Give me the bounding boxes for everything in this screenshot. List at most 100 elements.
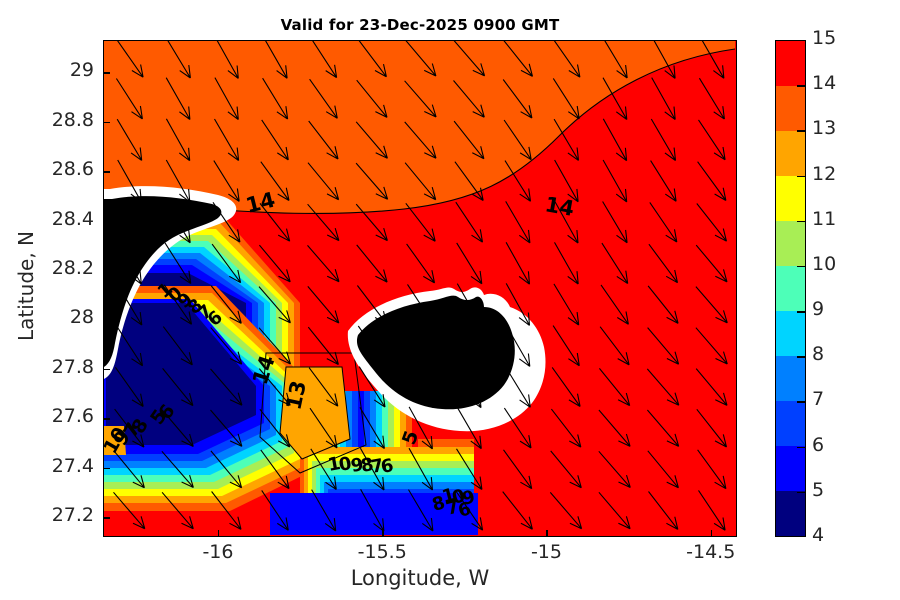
wave-direction-arrow [602, 159, 628, 203]
y-tick-label: 27.2 [51, 504, 94, 527]
colorbar-tick-label: 15 [812, 27, 837, 49]
wave-direction-arrow [161, 450, 194, 488]
colorbar-band-11-12 [776, 176, 805, 221]
wave-direction-arrow [502, 491, 533, 530]
colorbar-tick-mark [797, 220, 806, 223]
wave-direction-arrow [599, 326, 630, 366]
wave-direction-arrow [161, 491, 194, 530]
x-axis-label: Longitude, W [350, 566, 490, 590]
wave-direction-arrow [213, 160, 240, 202]
colorbar-tick-label: 9 [812, 298, 825, 321]
wave-direction-arrow [503, 407, 532, 449]
y-tick-label: 28.8 [51, 108, 94, 131]
wave-direction-arrow [505, 242, 531, 285]
colorbar[interactable] [775, 40, 806, 537]
wave-direction-arrow [647, 327, 680, 365]
wave-direction-arrow [167, 41, 191, 79]
wave-direction-arrow [165, 201, 191, 244]
wave-direction-arrow [455, 490, 484, 531]
colorbar-tick-mark [797, 311, 806, 313]
colorbar-tick-mark [797, 356, 806, 358]
wave-direction-arrow [457, 365, 482, 409]
wave-direction-arrows [113, 41, 728, 532]
colorbar-tick-label: 7 [812, 388, 825, 411]
wave-direction-arrow [408, 447, 434, 491]
wave-direction-arrow [210, 327, 243, 365]
wave-direction-arrow [649, 202, 678, 243]
wave-direction-arrow [259, 408, 291, 448]
wave-direction-arrow [648, 243, 679, 284]
wave-direction-arrow [116, 283, 143, 326]
x-tick-label: -15.5 [357, 541, 407, 563]
wave-direction-arrow [651, 77, 676, 121]
wave-direction-arrow [505, 324, 531, 367]
svg-text:7: 7 [444, 496, 462, 520]
colorbar-tick-mark [797, 175, 806, 178]
wave-direction-arrow [113, 491, 146, 530]
wave-direction-arrow [503, 41, 534, 77]
colorbar-tick-label: 11 [812, 207, 837, 230]
wave-direction-arrow [162, 326, 193, 366]
colorbar-tick-label: 4 [812, 524, 825, 546]
wave-direction-arrow [310, 448, 337, 490]
wave-direction-arrow [502, 79, 533, 119]
colorbar-tick-label: 5 [812, 478, 825, 501]
svg-text:0: 0 [337, 453, 353, 476]
wave-direction-arrow [550, 450, 582, 489]
tenerife-land [104, 196, 222, 367]
wave-direction-arrow [309, 78, 338, 119]
wave-direction-arrow [602, 201, 628, 244]
colorbar-tick-label: 10 [812, 252, 837, 275]
page-title: Valid for 23-Dec-2025 0900 GMT [280, 16, 560, 34]
wave-direction-arrow [552, 78, 580, 120]
wave-direction-arrow [456, 406, 482, 450]
wave-direction-arrow [214, 118, 240, 161]
colorbar-band-6-7 [776, 401, 805, 446]
y-tick-mark [103, 319, 110, 321]
wave-direction-arrow [503, 449, 533, 490]
x-tick-mark [710, 530, 713, 537]
contour-13-pocket [279, 366, 351, 460]
svg-text:6: 6 [379, 455, 395, 478]
wave-direction-arrow [164, 242, 192, 285]
wave-direction-arrow [405, 202, 436, 242]
wave-direction-arrow [454, 161, 484, 201]
wave-direction-arrow [598, 450, 631, 488]
wave-direction-arrow [405, 41, 437, 77]
wave-direction-arrow [355, 162, 389, 200]
colorbar-band-12-13 [776, 131, 805, 176]
svg-text:6: 6 [456, 498, 474, 522]
wave-direction-arrow [161, 409, 194, 447]
wave-direction-arrow [307, 245, 340, 283]
colorbar-band-4-5 [776, 491, 805, 536]
x-tick-label: -14.5 [686, 541, 736, 563]
wave-direction-arrow [311, 489, 337, 532]
grancanaria-wake [270, 439, 478, 535]
wave-direction-arrow [260, 449, 290, 490]
wave-direction-arrow [308, 120, 339, 160]
wave-direction-arrow [360, 489, 385, 532]
y-tick-mark [103, 418, 110, 420]
wave-direction-arrow [115, 78, 143, 120]
x-tick-mark [382, 530, 384, 537]
colorbar-band-10-11 [776, 221, 805, 266]
wave-direction-arrow [356, 79, 388, 118]
wave-direction-arrow [356, 285, 388, 325]
wave-direction-arrow [598, 368, 631, 407]
y-tick-mark [103, 467, 110, 470]
wave-period-map[interactable]: tilus 14 14 14 13 5 5 6 7 8 9 10 1 [103, 40, 737, 537]
y-tick-label: 27.4 [51, 454, 94, 477]
wave-direction-arrow [505, 283, 531, 326]
wave-direction-arrow [602, 77, 628, 120]
wave-direction-arrow [210, 450, 243, 489]
wave-direction-arrow [114, 366, 144, 407]
wave-direction-arrow [258, 286, 291, 324]
wave-direction-arrow [695, 244, 728, 283]
svg-text:1: 1 [326, 453, 342, 476]
colorbar-band-14-15 [776, 41, 805, 86]
y-tick-label: 28.4 [51, 207, 94, 230]
wave-direction-arrow [695, 327, 728, 365]
wave-direction-arrow [653, 41, 676, 79]
wave-direction-arrow [114, 408, 145, 448]
wave-direction-arrow [117, 159, 142, 203]
